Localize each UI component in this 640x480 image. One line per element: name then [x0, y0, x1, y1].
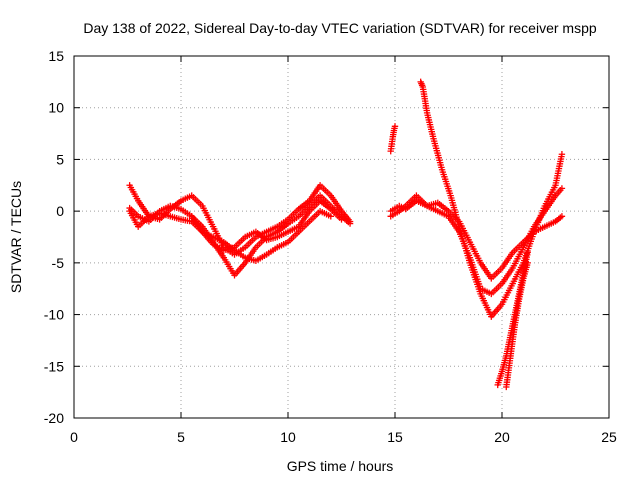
y-tick-label: 15: [48, 48, 64, 64]
data-point: [338, 216, 345, 223]
x-tick-label: 10: [280, 429, 296, 445]
data-point: [391, 123, 399, 130]
grid-lines: [74, 56, 609, 418]
y-tick-label: -20: [44, 410, 64, 426]
data-points: [126, 78, 566, 391]
data-point: [327, 213, 334, 220]
y-tick-label: 10: [48, 100, 64, 116]
x-tick-label: 20: [494, 429, 510, 445]
data-point: [558, 213, 566, 220]
data-point: [346, 220, 354, 227]
y-tick-label: 0: [56, 203, 64, 219]
plot-frame: [73, 55, 610, 419]
series-track-c: [126, 207, 334, 264]
data-point: [558, 185, 566, 192]
series-track-e: [387, 123, 399, 155]
series-track-j: [503, 259, 531, 391]
y-tick-label: -15: [44, 358, 64, 374]
x-tick-label: 5: [177, 429, 185, 445]
x-axis-label: GPS time / hours: [287, 458, 394, 474]
data-point: [558, 151, 566, 158]
y-tick-label: 5: [56, 151, 64, 167]
series-track-b: [126, 192, 354, 279]
x-tick-label: 25: [601, 429, 617, 445]
series-track-h: [417, 78, 566, 320]
series-track-a: [126, 182, 354, 258]
series-track-d: [188, 197, 345, 254]
y-axis-label: SDTVAR / TECUs: [8, 181, 24, 293]
y-tick-label: -5: [52, 255, 65, 271]
chart-title: Day 138 of 2022, Sidereal Day-to-day VTE…: [83, 20, 596, 36]
data-point: [524, 259, 531, 267]
x-tick-label: 0: [70, 429, 78, 445]
x-tick-label: 15: [387, 429, 403, 445]
data-point: [524, 249, 531, 256]
y-tick-label: -10: [44, 307, 64, 323]
